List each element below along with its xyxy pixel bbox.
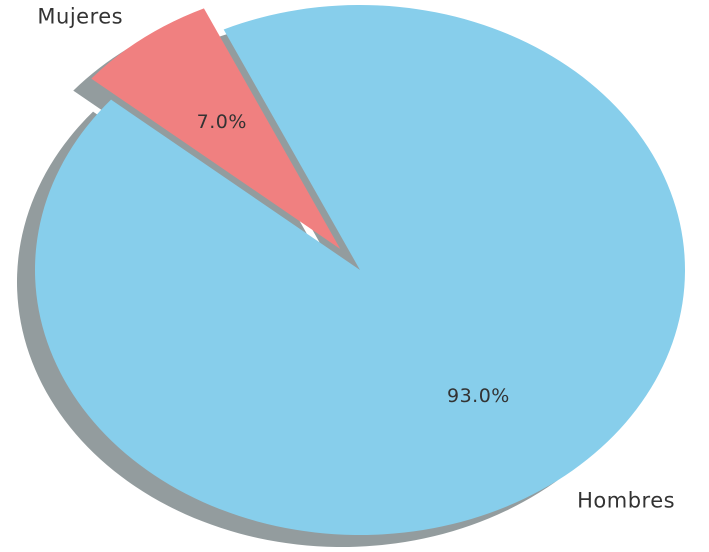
percent-label: 93.0% <box>447 385 510 407</box>
slice-label: Hombres <box>577 489 675 513</box>
pie-slice <box>34 4 685 536</box>
percent-label: 7.0% <box>197 111 247 133</box>
slice-label: Mujeres <box>37 4 123 28</box>
pie-slice <box>91 8 341 249</box>
